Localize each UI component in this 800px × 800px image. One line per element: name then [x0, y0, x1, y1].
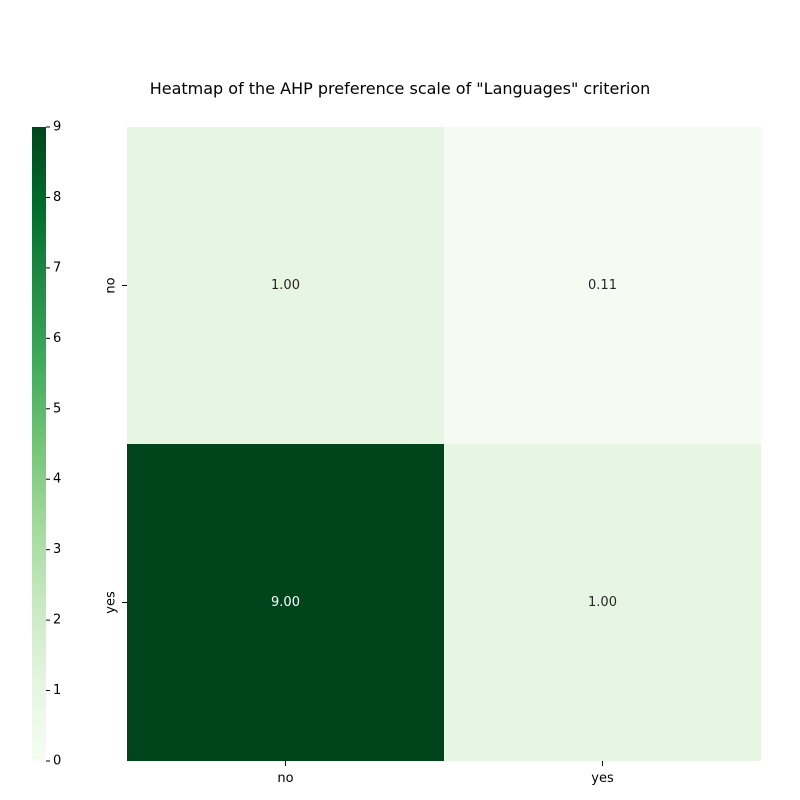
x-tick-label: no	[277, 771, 293, 786]
colorbar-tick-label: 8	[53, 190, 61, 205]
colorbar-tick-label: 7	[53, 260, 61, 275]
colorbar-tick-label: 1	[53, 683, 61, 698]
colorbar-tick-label: 4	[53, 472, 61, 487]
heatmap-cell	[127, 444, 444, 761]
colorbar	[32, 127, 46, 761]
colorbar-axis: 0 1 2 3 4 5 6 7 8 9	[46, 120, 61, 769]
colorbar-tick-label: 6	[53, 331, 61, 346]
x-axis: no yes	[277, 761, 614, 786]
x-tick-label: yes	[591, 771, 614, 786]
y-tick-label: no	[104, 277, 119, 293]
colorbar-tick-label: 2	[53, 613, 61, 628]
cell-value-label: 1.00	[588, 595, 617, 610]
heatmap-cell	[444, 127, 761, 444]
heatmap-cell	[444, 444, 761, 761]
cell-value-label: 9.00	[271, 595, 300, 610]
colorbar-tick-label: 5	[53, 401, 61, 416]
chart-title: Heatmap of the AHP preference scale of "…	[150, 79, 651, 98]
colorbar-tick-label: 3	[53, 542, 61, 557]
y-axis: no yes	[104, 277, 127, 614]
heatmap-cell	[127, 127, 444, 444]
y-tick-label: yes	[104, 591, 119, 614]
heatmap-grid: 1.00 0.11 9.00 1.00	[127, 127, 761, 761]
colorbar-tick-label: 0	[53, 754, 61, 769]
colorbar-gradient	[32, 127, 46, 761]
cell-value-label: 0.11	[588, 278, 617, 293]
colorbar-tick-label: 9	[53, 120, 61, 135]
cell-value-label: 1.00	[271, 278, 300, 293]
